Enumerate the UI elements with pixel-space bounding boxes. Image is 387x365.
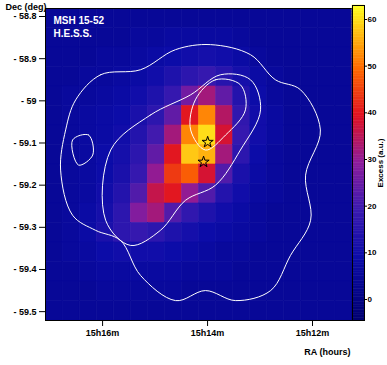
svg-text:Excess (a.u.): Excess (a.u.) [376, 138, 385, 187]
svg-text:RA (hours): RA (hours) [304, 347, 350, 357]
svg-text:- 59.2: - 59.2 [13, 180, 36, 190]
svg-text:10: 10 [368, 248, 377, 257]
svg-text:H.E.S.S.: H.E.S.S. [54, 28, 93, 39]
svg-text:- 58.9: - 58.9 [13, 54, 36, 64]
svg-text:- 58.8: - 58.8 [13, 11, 36, 21]
svg-text:15h16m: 15h16m [86, 328, 120, 338]
svg-text:- 59: - 59 [21, 96, 37, 106]
svg-text:20: 20 [368, 202, 377, 211]
svg-text:40: 40 [368, 108, 377, 117]
svg-text:15h14m: 15h14m [191, 328, 225, 338]
svg-text:- 59.4: - 59.4 [13, 264, 36, 274]
svg-text:50: 50 [368, 62, 377, 71]
svg-text:15h12m: 15h12m [296, 328, 330, 338]
svg-text:30: 30 [367, 155, 377, 165]
svg-text:0: 0 [368, 295, 373, 304]
svg-text:Dec (deg): Dec (deg) [6, 2, 47, 12]
svg-text:- 59.1: - 59.1 [13, 138, 36, 148]
svg-text:60: 60 [368, 15, 377, 24]
svg-text:MSH 15-52: MSH 15-52 [54, 15, 105, 26]
svg-text:- 59.5: - 59.5 [13, 307, 36, 317]
svg-text:- 59.3: - 59.3 [13, 222, 36, 232]
